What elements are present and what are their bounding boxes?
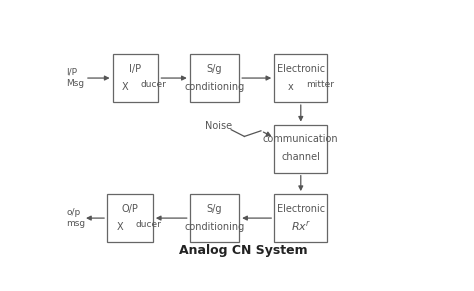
Text: X: X [122,81,128,92]
Text: ducer: ducer [136,220,161,229]
Text: mitter: mitter [306,80,334,89]
Text: conditioning: conditioning [184,222,245,232]
Text: I/P: I/P [66,68,78,77]
Bar [274,54,328,102]
Text: ducer: ducer [141,80,167,89]
Text: Electronic: Electronic [277,64,325,74]
Bar [107,194,153,242]
Text: x: x [288,81,293,92]
Text: o/p: o/p [66,208,81,217]
Text: Analog CN System: Analog CN System [179,244,307,257]
Text: $Rx^r$: $Rx^r$ [291,220,311,233]
Text: I/P: I/P [129,64,142,74]
Text: communication: communication [263,134,338,144]
Bar [274,194,328,242]
Bar [112,54,158,102]
Bar [274,125,328,173]
Text: conditioning: conditioning [184,81,245,92]
Text: msg: msg [66,219,86,228]
Text: S/g: S/g [207,204,222,214]
Text: Msg: Msg [66,79,85,88]
Text: channel: channel [282,152,320,162]
Text: O/P: O/P [121,204,138,214]
Bar [190,194,239,242]
Text: Noise: Noise [206,121,233,131]
Bar [190,54,239,102]
Text: S/g: S/g [207,64,222,74]
Text: Electronic: Electronic [277,204,325,214]
Text: X: X [116,222,123,232]
